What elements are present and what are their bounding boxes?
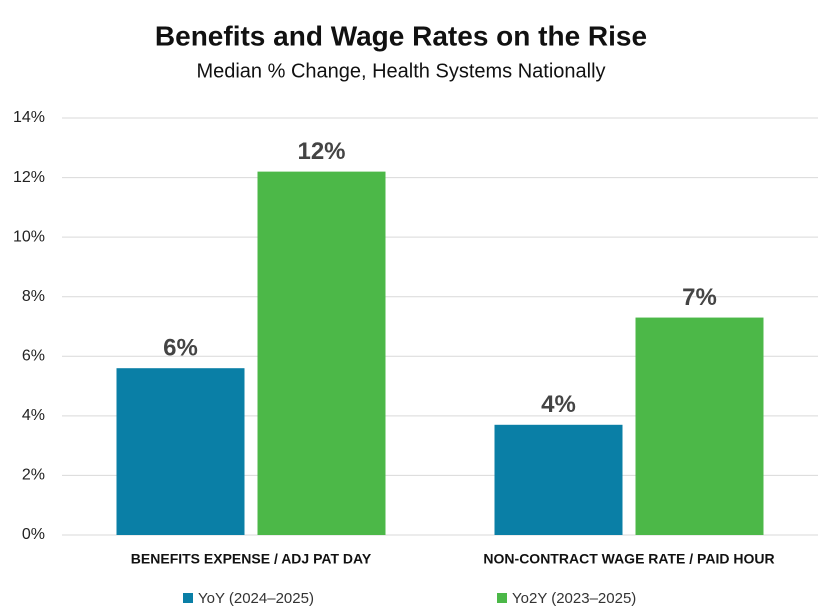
bar [257,171,386,535]
y-tick-label: 14% [13,109,45,126]
bar [116,368,245,535]
data-label: 7% [682,284,717,311]
data-label: 4% [541,391,576,418]
legend-swatch [497,593,507,603]
chart-subtitle: Median % Change, Health Systems National… [196,60,605,82]
y-tick-label: 2% [22,467,45,484]
y-tick-label: 4% [22,407,45,424]
legend-swatch [183,593,193,603]
bar [635,317,764,535]
legend-label: YoY (2024–2025) [198,590,314,607]
bar [494,424,623,535]
y-tick-label: 10% [13,228,45,245]
chart-title: Benefits and Wage Rates on the Rise [155,20,647,51]
y-tick-label: 12% [13,169,45,186]
y-tick-label: 0% [22,526,45,543]
data-label: 12% [297,138,345,165]
x-tick-label: NON-CONTRACT WAGE RATE / PAID HOUR [483,551,774,567]
legend-label: Yo2Y (2023–2025) [512,590,636,607]
y-tick-label: 8% [22,288,45,305]
y-tick-label: 6% [22,348,45,365]
x-tick-label: BENEFITS EXPENSE / ADJ PAT DAY [131,551,372,567]
data-label: 6% [163,335,198,362]
